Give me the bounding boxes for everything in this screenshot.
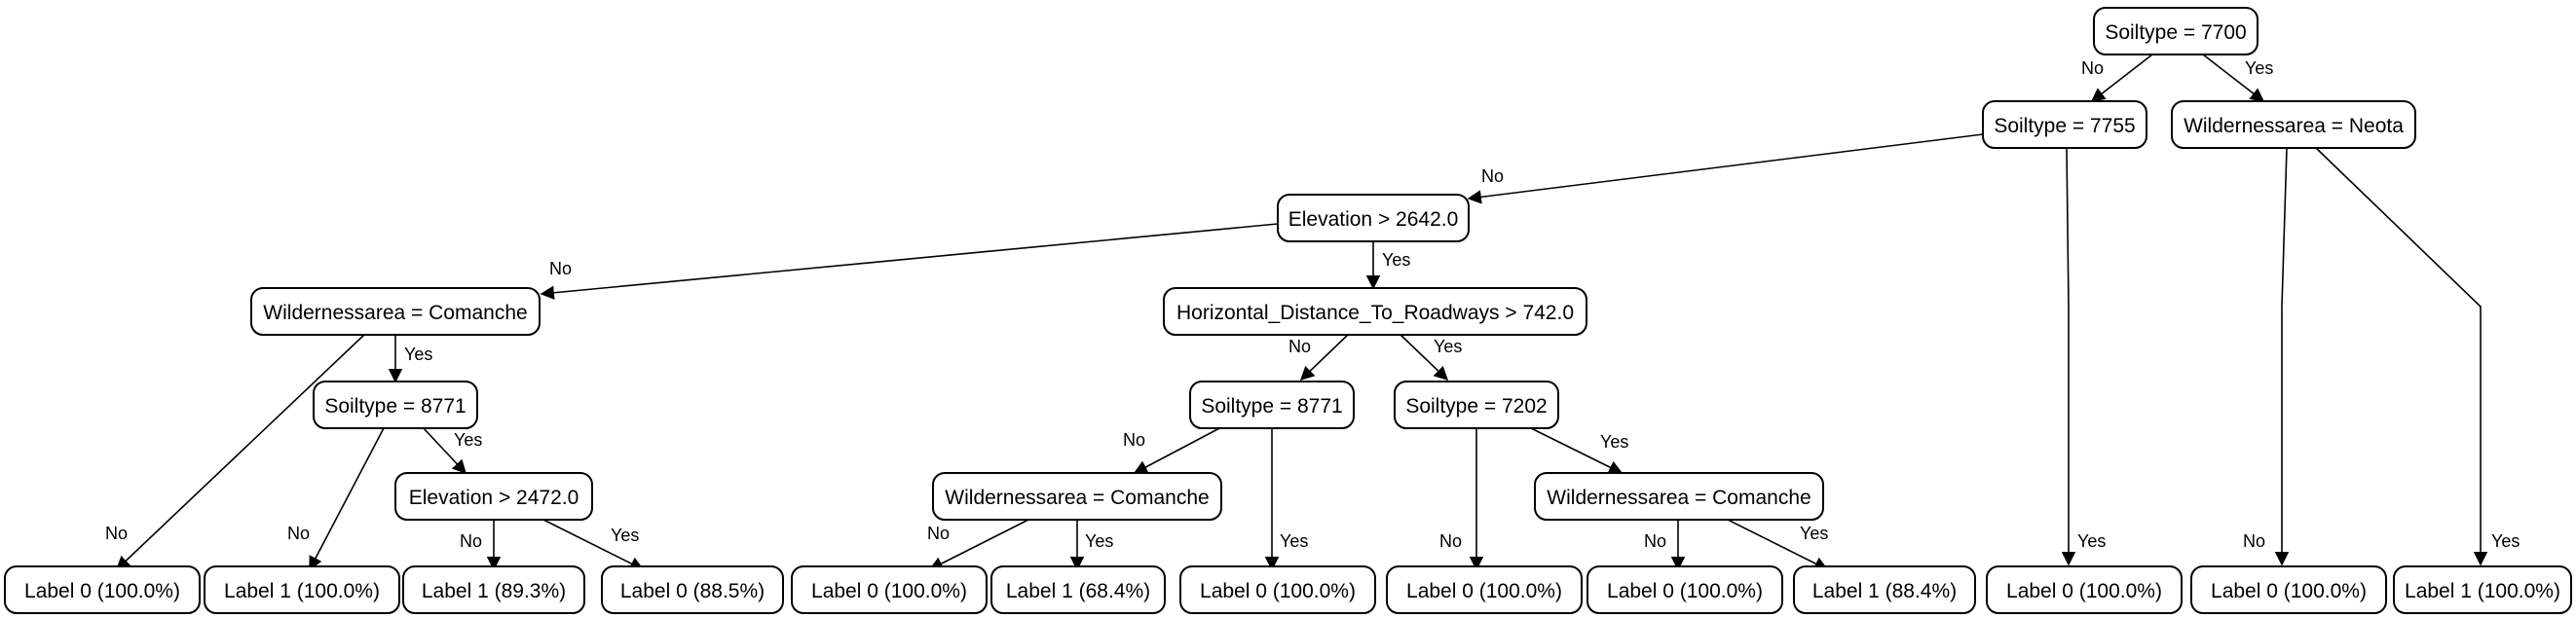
edge-2472-to-leaf-4: Yes bbox=[541, 518, 645, 570]
edge-label-no: No bbox=[460, 531, 482, 551]
edge-label-no: No bbox=[1439, 531, 1462, 551]
leaf-label: Label 0 (100.0%) bbox=[2211, 580, 2367, 602]
node-label: Wildernessarea = Comanche bbox=[1547, 487, 1811, 509]
leaf-label: Label 1 (68.4%) bbox=[1006, 580, 1150, 602]
node-soiltype-8771-b: Soiltype = 8771 bbox=[1189, 381, 1355, 429]
leaf-node-9: Label 0 (100.0%) bbox=[1587, 565, 1783, 614]
node-label: Soiltype = 8771 bbox=[324, 395, 466, 418]
leaf-label: Label 0 (88.5%) bbox=[620, 580, 765, 602]
edge-comanche-3-to-leaf-9: No bbox=[1644, 519, 1686, 571]
leaf-label: Label 1 (100.0%) bbox=[2405, 580, 2560, 602]
node-label: Elevation > 2472.0 bbox=[409, 487, 579, 509]
edge-7755-to-elevation-2642: No bbox=[1467, 133, 1984, 204]
edge-label-no: No bbox=[1644, 531, 1666, 551]
node-wildernessarea-neota: Wildernessarea = Neota bbox=[2171, 100, 2416, 149]
edge-label-no: No bbox=[1288, 337, 1311, 356]
leaf-node-7: Label 0 (100.0%) bbox=[1179, 565, 1376, 614]
leaf-node-5: Label 0 (100.0%) bbox=[791, 565, 988, 614]
leaf-node-2: Label 1 (100.0%) bbox=[204, 565, 400, 614]
leaf-node-10: Label 1 (88.4%) bbox=[1793, 565, 1976, 614]
edge-8771a-to-elevation-2472: Yes bbox=[421, 425, 482, 475]
node-soiltype-7755: Soiltype = 7755 bbox=[1982, 100, 2147, 149]
node-label: Soiltype = 7202 bbox=[1405, 395, 1547, 418]
edge-label-yes: Yes bbox=[1600, 432, 1628, 452]
leaf-node-6: Label 1 (68.4%) bbox=[990, 565, 1166, 614]
edge-root-to-soiltype-7755: No bbox=[2081, 54, 2153, 102]
edge-label-no: No bbox=[1481, 166, 1504, 186]
edge-7202-to-leaf-8: No bbox=[1439, 426, 1484, 571]
node-label: Wildernessarea = Neota bbox=[2184, 115, 2404, 137]
node-wildernessarea-comanche-2: Wildernessarea = Comanche bbox=[932, 472, 1222, 521]
leaf-node-3: Label 1 (89.3%) bbox=[402, 565, 585, 614]
edge-label-no: No bbox=[1123, 430, 1145, 450]
leaf-label: Label 0 (100.0%) bbox=[1200, 580, 1356, 602]
edge-root-to-neota: Yes bbox=[2202, 54, 2273, 102]
edge-8771b-to-leaf-7: Yes bbox=[1264, 426, 1308, 571]
edge-label-no: No bbox=[105, 524, 128, 543]
edge-label-yes: Yes bbox=[1280, 531, 1308, 551]
edge-label-yes: Yes bbox=[2491, 531, 2520, 551]
edge-label-yes: Yes bbox=[1085, 531, 1113, 551]
leaf-label: Label 0 (100.0%) bbox=[2006, 580, 2162, 602]
leaf-label: Label 0 (100.0%) bbox=[1406, 580, 1562, 602]
leaf-label: Label 1 (88.4%) bbox=[1812, 580, 1957, 602]
node-label: Wildernessarea = Comanche bbox=[263, 302, 527, 324]
leaf-node-4: Label 0 (88.5%) bbox=[601, 565, 784, 614]
leaf-node-1: Label 0 (100.0%) bbox=[4, 565, 201, 614]
edge-2472-to-leaf-3: No bbox=[460, 519, 502, 571]
node-label: Soiltype = 7700 bbox=[2105, 21, 2246, 44]
leaf-label: Label 0 (100.0%) bbox=[1607, 580, 1763, 602]
edge-comanche-1-to-soiltype-8771a: Yes bbox=[388, 334, 432, 383]
node-soiltype-7202: Soiltype = 7202 bbox=[1394, 381, 1559, 429]
edge-label-yes: Yes bbox=[2077, 531, 2106, 551]
edge-label-no: No bbox=[549, 259, 572, 278]
edge-label-yes: Yes bbox=[1800, 524, 1828, 543]
edge-8771a-to-leaf-2: No bbox=[287, 425, 386, 571]
edge-elevation-2642-to-comanche-1: No bbox=[540, 223, 1279, 300]
edge-label-yes: Yes bbox=[1382, 250, 1410, 270]
edge-comanche-1-to-leaf-1: No bbox=[105, 333, 366, 570]
edge-neota-to-leaf-13: Yes bbox=[2315, 147, 2520, 566]
edge-elevation-2642-to-hdist: Yes bbox=[1365, 241, 1410, 290]
edge-7755-to-leaf-11: Yes bbox=[2061, 147, 2106, 566]
leaf-node-11: Label 0 (100.0%) bbox=[1986, 565, 2183, 614]
node-wildernessarea-comanche-1: Wildernessarea = Comanche bbox=[250, 287, 541, 336]
edge-label-yes: Yes bbox=[1434, 337, 1462, 356]
edge-label-no: No bbox=[287, 524, 310, 543]
edge-label-no: No bbox=[2081, 58, 2104, 78]
leaf-label: Label 0 (100.0%) bbox=[24, 580, 180, 602]
node-horizontal-distance-to-roadways: Horizontal_Distance_To_Roadways > 742.0 bbox=[1163, 287, 1587, 336]
node-elevation-2472: Elevation > 2472.0 bbox=[394, 472, 593, 521]
edge-label-yes: Yes bbox=[454, 430, 482, 450]
edge-label-yes: Yes bbox=[611, 526, 639, 545]
edge-7202-to-comanche-3: Yes bbox=[1526, 425, 1628, 474]
node-elevation-2642: Elevation > 2642.0 bbox=[1277, 194, 1470, 242]
edge-label-no: No bbox=[2243, 531, 2265, 551]
edge-hdist-to-soiltype-8771b: No bbox=[1288, 333, 1350, 381]
edge-neota-to-leaf-12: No bbox=[2243, 147, 2290, 566]
edge-label-yes: Yes bbox=[2245, 58, 2273, 78]
node-label: Soiltype = 8771 bbox=[1201, 395, 1342, 418]
edge-comanche-2-to-leaf-5: No bbox=[927, 518, 1031, 570]
leaf-node-13: Label 1 (100.0%) bbox=[2393, 565, 2572, 614]
node-label: Horizontal_Distance_To_Roadways > 742.0 bbox=[1176, 302, 1574, 324]
leaf-node-8: Label 0 (100.0%) bbox=[1386, 565, 1583, 614]
node-wildernessarea-comanche-3: Wildernessarea = Comanche bbox=[1534, 472, 1824, 521]
edge-comanche-3-to-leaf-10: Yes bbox=[1725, 518, 1828, 570]
leaf-node-12: Label 0 (100.0%) bbox=[2190, 565, 2387, 614]
edge-8771b-to-comanche-2: No bbox=[1123, 425, 1224, 474]
leaf-label: Label 1 (89.3%) bbox=[422, 580, 566, 602]
node-soiltype-8771-a: Soiltype = 8771 bbox=[313, 381, 478, 429]
edge-comanche-2-to-leaf-6: Yes bbox=[1069, 519, 1113, 571]
node-root-soiltype-7700: Soiltype = 7700 bbox=[2093, 7, 2259, 55]
edge-hdist-to-soiltype-7202: Yes bbox=[1399, 333, 1462, 381]
node-label: Elevation > 2642.0 bbox=[1288, 208, 1459, 231]
leaf-label: Label 1 (100.0%) bbox=[224, 580, 380, 602]
edge-label-no: No bbox=[927, 524, 950, 543]
edge-label-yes: Yes bbox=[404, 345, 432, 364]
node-label: Soiltype = 7755 bbox=[1994, 115, 2135, 137]
node-label: Wildernessarea = Comanche bbox=[945, 487, 1209, 509]
leaf-label: Label 0 (100.0%) bbox=[811, 580, 967, 602]
